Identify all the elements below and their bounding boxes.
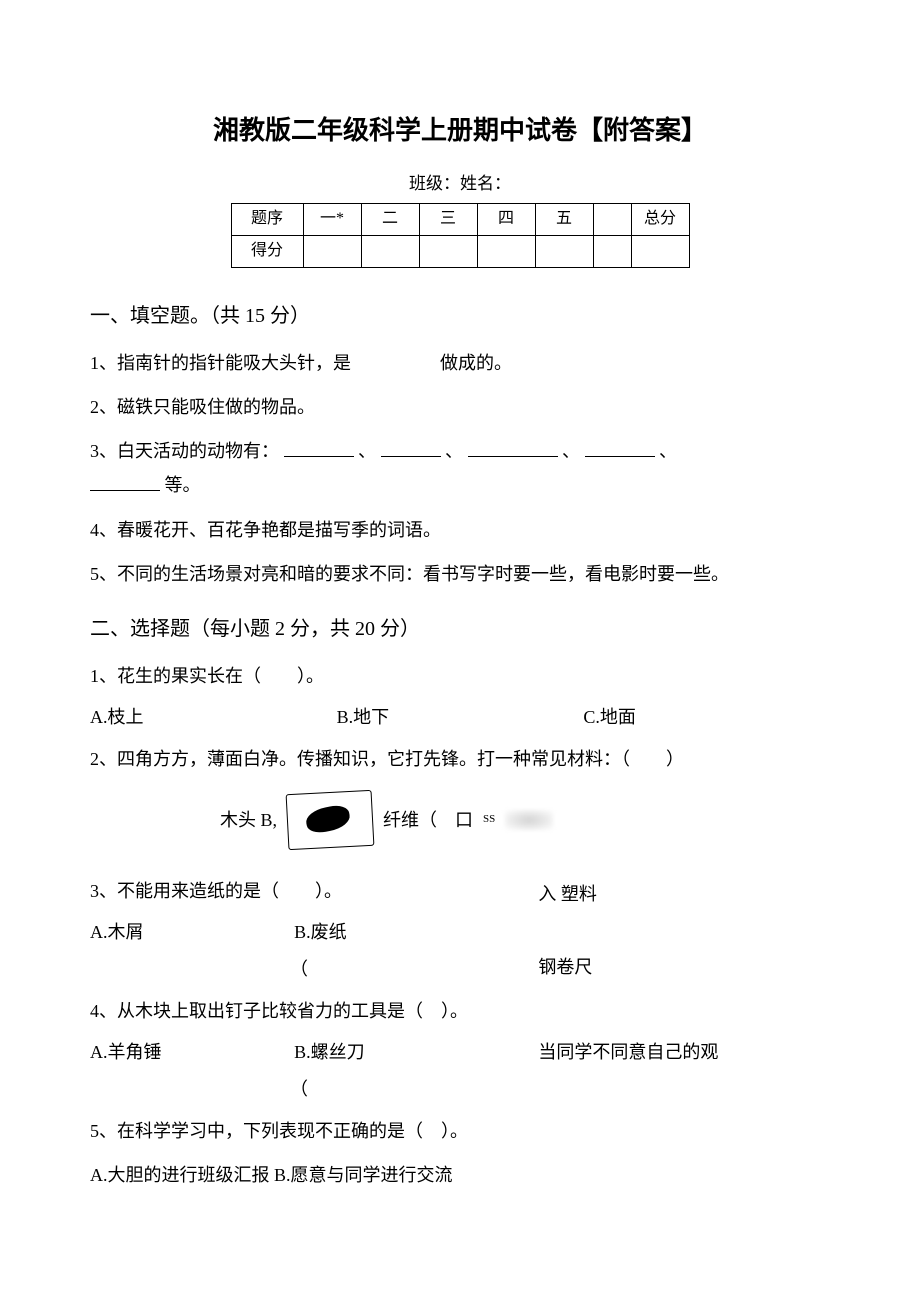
table-row: 得分 — [231, 235, 689, 267]
blank — [468, 443, 558, 457]
s2-q2: 2、四角方方，薄面白净。传播知识，它打先锋。打一种常见材料：（ ） — [90, 742, 830, 776]
right-text: 钢卷尺 — [538, 953, 830, 982]
cell — [535, 235, 593, 267]
stray-paren: （ — [90, 1075, 498, 1104]
s2-q5: 5、在科学学习中，下列表现不正确的是（ ）。 — [90, 1114, 498, 1148]
opt-b: B.废纸 — [294, 918, 498, 947]
text: 木头 B, — [220, 806, 277, 835]
text: 3、白天活动的动物有： — [90, 441, 279, 461]
blank — [381, 443, 441, 457]
text: 1、指南针的指针能吸大头针，是 — [90, 353, 351, 373]
superscript: SS — [483, 811, 495, 829]
sep: 、 — [358, 441, 376, 461]
blank — [90, 477, 160, 491]
s2-q5-opts: A.大胆的进行班级汇报 B.愿意与同学进行交流 — [90, 1158, 498, 1192]
s1-q4: 4、春暖花开、百花争艳都是描写季的词语。 — [90, 513, 830, 547]
mid-image-row: 木头 B, 纤维（ 口 SS — [90, 792, 830, 848]
right-text: 当同学不同意自己的观 — [538, 1038, 830, 1067]
cell — [477, 235, 535, 267]
s2-q1-opts: A.枝上 B.地下 C.地面 — [90, 703, 830, 732]
section1-heading: 一、填空题。（共 15 分） — [90, 300, 830, 332]
cell: 四 — [477, 203, 535, 235]
class-name-line: 班级：姓名： — [90, 170, 830, 197]
s2-q4: 4、从木块上取出钉子比较省力的工具是（ ）。 — [90, 994, 498, 1028]
cell — [593, 235, 631, 267]
cell — [631, 235, 689, 267]
cell: 五 — [535, 203, 593, 235]
opt-a: A.枝上 — [90, 703, 337, 732]
opt-b: B.地下 — [337, 703, 584, 732]
s2-q4-opts: A.羊角锤 B.螺丝刀 — [90, 1038, 498, 1067]
sep: 、 — [659, 441, 677, 461]
cell — [361, 235, 419, 267]
text: 等。 — [165, 475, 201, 495]
left-col: 3、不能用来造纸的是（ ）。 A.木屑 B.废纸 （ 4、从木块上取出钉子比较省… — [90, 864, 498, 1202]
cell-total: 总分 — [631, 203, 689, 235]
text: 做成的。 — [440, 353, 512, 373]
text: 纤维（ 口 — [383, 806, 473, 835]
cell-label: 得分 — [231, 235, 303, 267]
sep: 、 — [445, 441, 463, 461]
section2-heading: 二、选择题（每小题 2 分，共 20 分） — [90, 613, 830, 645]
cell — [593, 203, 631, 235]
score-table: 题序 一* 二 三 四 五 总分 得分 — [231, 203, 690, 268]
cell — [303, 235, 361, 267]
s1-q1: 1、指南针的指针能吸大头针，是 做成的。 — [90, 346, 830, 380]
cell: 二 — [361, 203, 419, 235]
s2-q3-opts: A.木屑 B.废纸 — [90, 918, 498, 947]
right-col: 入 塑料 钢卷尺 当同学不同意自己的观 — [538, 864, 830, 1202]
cell — [419, 235, 477, 267]
s2-q1: 1、花生的果实长在（ ）。 — [90, 659, 830, 693]
sep: 、 — [562, 441, 580, 461]
opt-b: B.螺丝刀 — [294, 1038, 498, 1067]
stray-paren: （ — [90, 955, 498, 984]
s1-q3: 3、白天活动的动物有： 、 、 、 、 等。 — [90, 434, 830, 502]
smudge-icon — [505, 810, 553, 830]
page-title: 湘教版二年级科学上册期中试卷【附答案】 — [90, 110, 830, 152]
opt-a: A.羊角锤 — [90, 1038, 294, 1067]
s1-q5: 5、不同的生活场景对亮和暗的要求不同：看书写字时要一些，看电影时要一些。 — [90, 557, 830, 591]
cell: 三 — [419, 203, 477, 235]
s2-q3: 3、不能用来造纸的是（ ）。 — [90, 874, 498, 908]
cell: 一* — [303, 203, 361, 235]
opt-c: C.地面 — [583, 703, 830, 732]
inline-image-icon — [286, 790, 375, 850]
s1-q2: 2、磁铁只能吸住做的物品。 — [90, 390, 830, 424]
table-row: 题序 一* 二 三 四 五 总分 — [231, 203, 689, 235]
two-column-block: 3、不能用来造纸的是（ ）。 A.木屑 B.废纸 （ 4、从木块上取出钉子比较省… — [90, 864, 830, 1202]
blank — [284, 443, 354, 457]
right-text: 入 塑料 — [538, 880, 830, 909]
opt-a: A.木屑 — [90, 918, 294, 947]
blank — [585, 443, 655, 457]
cell-label: 题序 — [231, 203, 303, 235]
